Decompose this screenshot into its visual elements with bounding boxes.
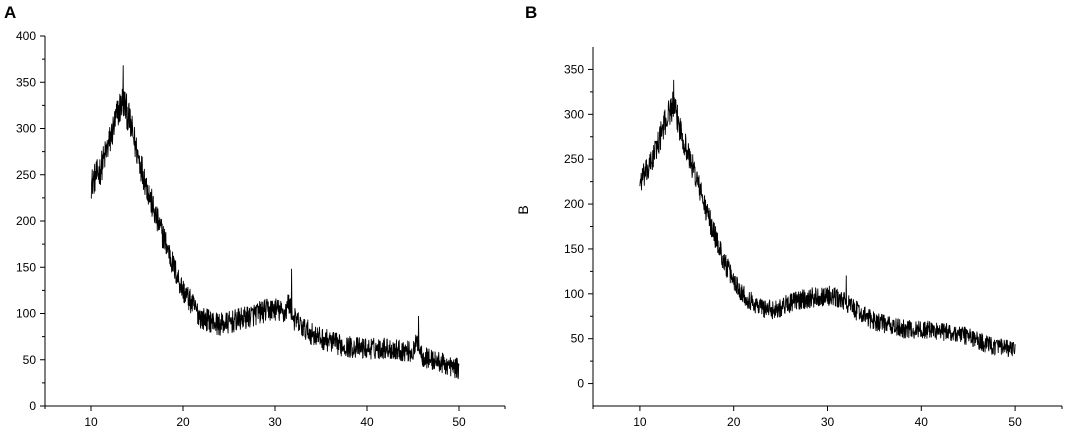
y-tick-label: 400 [16, 29, 36, 43]
x-tick-label: 30 [268, 415, 282, 429]
x-tick-label: 50 [1008, 415, 1022, 429]
panel-label: A [4, 3, 16, 22]
x-tick-label: 30 [821, 415, 835, 429]
y-tick-label: 50 [571, 332, 585, 346]
y-tick-label: 250 [564, 152, 584, 166]
panel-label: B [525, 3, 537, 22]
y-tick-label: 200 [16, 214, 36, 228]
y-tick-label: 0 [577, 377, 584, 391]
y-tick-label: 0 [29, 399, 36, 413]
x-tick-label: 20 [727, 415, 741, 429]
chart-panel-b: B B 0 50 100 150 200 250 300 350 10 20 30 40 50 [515, 3, 1063, 429]
x-tick-label: 50 [452, 415, 466, 429]
y-tick-label: 200 [564, 197, 584, 211]
y-tick-label: 300 [564, 107, 584, 121]
y-tick-label: 300 [16, 122, 36, 136]
series-line [90, 65, 460, 380]
y-tick-label: 50 [23, 353, 37, 367]
y-tick-label: 150 [564, 242, 584, 256]
x-tick-label: 40 [915, 415, 929, 429]
chart-panel-a: A 0 50 100 150 200 250 300 350 400 10 20 30 40 50 [4, 3, 506, 429]
y-tick-label: 150 [16, 260, 36, 274]
y-tick-label: 100 [564, 287, 584, 301]
x-tick-label: 10 [633, 415, 647, 429]
y-tick-label: 100 [16, 307, 36, 321]
x-tick-label: 10 [84, 415, 98, 429]
y-tick-label: 350 [564, 62, 584, 76]
x-tick-label: 40 [360, 415, 374, 429]
y-axis-title: B [515, 205, 531, 214]
y-tick-label: 250 [16, 168, 36, 182]
y-tick-label: 350 [16, 75, 36, 89]
x-tick-label: 20 [176, 415, 190, 429]
series-line [639, 79, 1016, 358]
